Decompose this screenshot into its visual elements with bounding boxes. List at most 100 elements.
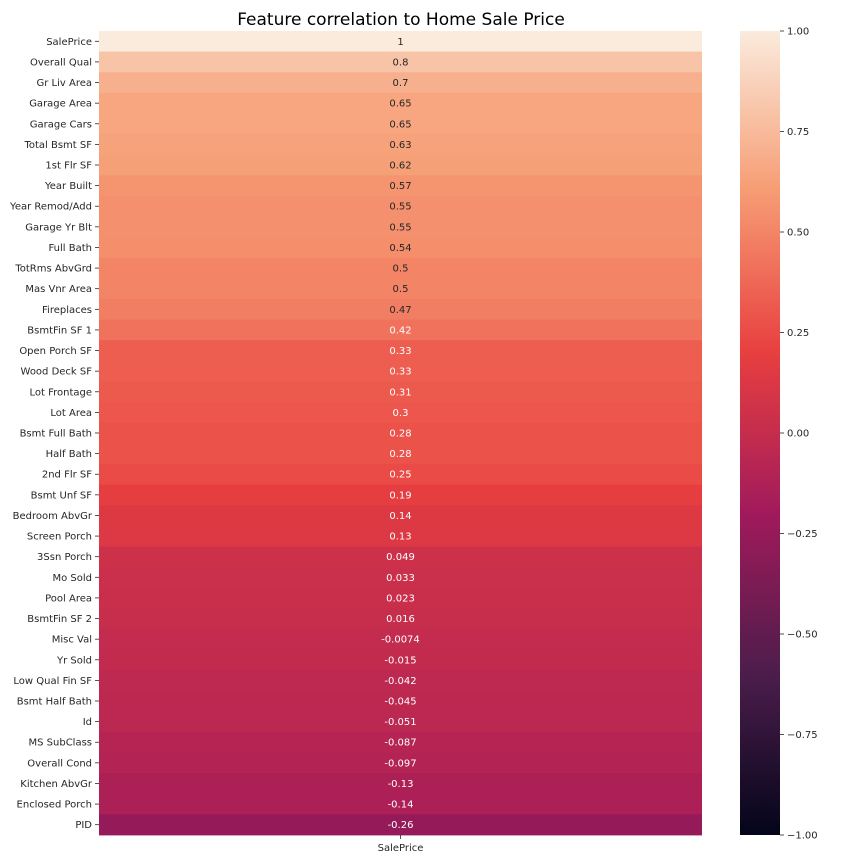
cell-value-label: 0.016	[386, 614, 415, 625]
x-tick-label: SalePrice	[378, 843, 424, 854]
cell-value-label: 0.65	[389, 99, 411, 110]
cell-value-label: 0.7	[393, 78, 409, 89]
cell-value-label: -0.051	[384, 717, 416, 728]
y-tick-label: Lot Frontage	[29, 387, 92, 398]
y-tick-label: 1st Flr SF	[45, 161, 92, 172]
heatmap-cell	[99, 154, 702, 176]
y-tick-label: Total Bsmt SF	[23, 140, 92, 151]
colorbar-tick-label: −0.75	[787, 730, 818, 741]
y-tick-label: Pool Area	[45, 593, 92, 604]
heatmap-cell	[99, 505, 702, 527]
heatmap-cell	[99, 670, 702, 692]
cell-value-label: 0.65	[389, 119, 411, 130]
heatmap-cell	[99, 731, 702, 753]
cell-value-label: -0.087	[384, 738, 416, 749]
cell-value-label: 0.3	[393, 408, 409, 419]
y-tick-label: Bsmt Unf SF	[31, 490, 93, 501]
cell-value-label: 0.62	[389, 161, 411, 172]
y-tick-label: MS SubClass	[29, 738, 93, 749]
heatmap-cell	[99, 113, 702, 135]
y-tick-label: Yr Sold	[56, 655, 92, 666]
heatmap-cell	[99, 195, 702, 217]
cell-value-label: -0.13	[388, 779, 414, 790]
heatmap-cell	[99, 422, 702, 444]
colorbar-tick-label: 1.00	[787, 27, 809, 38]
y-tick-label: Wood Deck SF	[21, 367, 93, 378]
heatmap-cell	[99, 51, 702, 73]
y-tick-label: Lot Area	[50, 408, 92, 419]
heatmap-cell	[99, 402, 702, 424]
cell-value-label: 0.033	[386, 573, 415, 584]
cell-value-label: 0.28	[389, 429, 411, 440]
cell-value-label: -0.015	[384, 655, 416, 666]
cell-value-label: 0.55	[389, 222, 411, 233]
heatmap-cell	[99, 72, 702, 94]
y-tick-label: Year Built	[44, 181, 92, 192]
cell-value-label: 0.023	[386, 593, 415, 604]
heatmap-cell	[99, 237, 702, 259]
y-tick-label: PID	[75, 820, 92, 831]
heatmap-cell	[99, 793, 702, 815]
heatmap-cell	[99, 546, 702, 568]
cell-value-label: 0.33	[389, 346, 411, 357]
heatmap-cell	[99, 381, 702, 403]
heatmap-cell	[99, 443, 702, 465]
cell-value-label: 0.57	[389, 181, 411, 192]
heatmap-cell	[99, 587, 702, 609]
y-tick-label: Overall Qual	[30, 57, 92, 68]
heatmap-cell	[99, 257, 702, 279]
cell-value-label: 0.63	[389, 140, 411, 151]
cell-value-label: -0.26	[388, 820, 414, 831]
heatmap-cell	[99, 773, 702, 795]
y-tick-label: Garage Cars	[30, 119, 92, 130]
cell-value-label: 0.19	[389, 490, 411, 501]
cell-value-label: 0.47	[389, 305, 411, 316]
cell-value-label: 0.8	[393, 57, 409, 68]
cell-value-label: 0.55	[389, 202, 411, 213]
heatmap-cell	[99, 628, 702, 650]
y-tick-label: Low Qual Fin SF	[13, 676, 92, 687]
heatmap-cell	[99, 690, 702, 712]
heatmap-cell	[99, 340, 702, 362]
y-tick-label: Bedroom AbvGr	[13, 511, 93, 522]
y-tick-label: Year Remod/Add	[9, 202, 92, 213]
colorbar-tick-label: 0.75	[787, 127, 809, 138]
y-tick-label: Fireplaces	[42, 305, 92, 316]
y-tick-label: Id	[83, 717, 92, 728]
heatmap-cell	[99, 175, 702, 197]
y-tick-label: Gr Liv Area	[37, 78, 93, 89]
colorbar-gradient	[740, 31, 780, 835]
y-tick-label: Screen Porch	[27, 532, 92, 543]
colorbar-tick-label: 0.00	[787, 429, 809, 440]
y-tick-label: 2nd Flr SF	[42, 470, 92, 481]
y-tick-label: 3Ssn Porch	[37, 552, 92, 563]
y-tick-label: Full Bath	[48, 243, 92, 254]
cell-value-label: 0.31	[389, 387, 411, 398]
colorbar-tick-label: −0.50	[787, 630, 818, 641]
y-tick-label: TotRms AbvGrd	[14, 264, 92, 275]
y-tick-labels: SalePrice Overall Qual Gr Liv Area Garage A…	[9, 37, 99, 831]
cell-value-label: 0.13	[389, 532, 411, 543]
heatmap-cell	[99, 278, 702, 300]
heatmap-cell	[99, 463, 702, 485]
heatmap-cell	[99, 608, 702, 630]
colorbar: 1.00 0.75 0.50 0.25 0.00 −0.25 −0.50 −0.75 −1.00	[740, 27, 818, 842]
y-tick-label: Open Porch SF	[19, 346, 92, 357]
y-tick-label: BsmtFin SF 2	[27, 614, 92, 625]
cell-value-label: 0.5	[393, 284, 409, 295]
y-tick-label: Enclosed Porch	[17, 800, 92, 811]
cell-value-label: -0.0074	[381, 635, 420, 646]
y-tick-label: Garage Yr Blt	[25, 222, 92, 233]
cell-value-label: 0.25	[389, 470, 411, 481]
cell-value-label: 0.33	[389, 367, 411, 378]
heatmap-cell	[99, 525, 702, 547]
colorbar-tick-label: −1.00	[787, 831, 818, 842]
cell-value-label: -0.14	[388, 800, 414, 811]
y-tick-label: Half Bath	[46, 449, 92, 460]
y-tick-label: BsmtFin SF 1	[27, 325, 92, 336]
cell-value-label: 0.5	[393, 264, 409, 275]
cell-value-label: 1	[397, 37, 403, 48]
x-tick-labels: SalePrice	[378, 835, 424, 854]
y-tick-label: Misc Val	[52, 635, 92, 646]
